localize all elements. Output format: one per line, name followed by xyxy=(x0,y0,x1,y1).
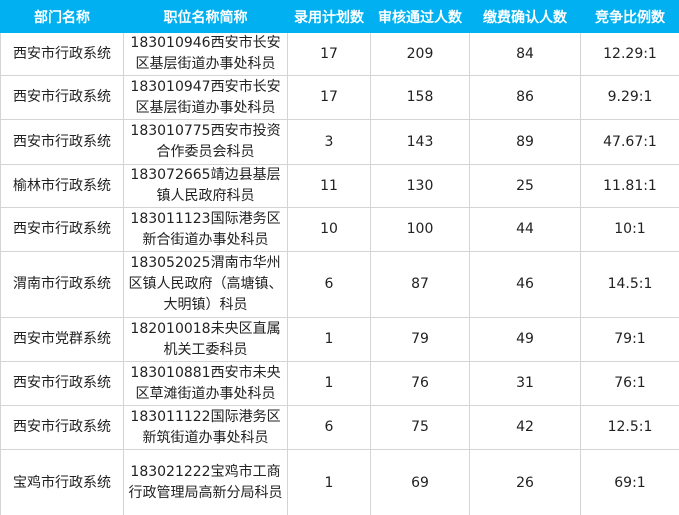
table-row: 西安市行政系统 183010946西安市长安区基层街道办事处科员 17 209 84 12… xyxy=(0,32,679,76)
cell-position: 183072665靖边县基层镇人民政府科员 xyxy=(123,164,288,208)
table-header-row: 部门名称 职位名称简称 录用计划数 审核通过人数 缴费确认人数 竞争比例数 xyxy=(0,0,679,33)
header-planned-hires: 录用计划数 xyxy=(287,0,371,33)
cell-approved-count: 158 xyxy=(370,75,470,120)
table-row: 榆林市行政系统 183072665靖边县基层镇人民政府科员 11 130 25 11.81… xyxy=(0,164,679,208)
cell-position: 183010946西安市长安区基层街道办事处科员 xyxy=(123,32,288,76)
cell-competition-ratio: 79:1 xyxy=(580,317,679,362)
cell-paid-count: 86 xyxy=(469,75,581,120)
cell-planned-hires: 6 xyxy=(287,251,371,318)
cell-position: 183011122国际港务区新筑街道办事处科员 xyxy=(123,405,288,450)
cell-department: 渭南市行政系统 xyxy=(0,251,124,318)
cell-planned-hires: 6 xyxy=(287,405,371,450)
cell-position: 183010947西安市长安区基层街道办事处科员 xyxy=(123,75,288,120)
cell-paid-count: 89 xyxy=(469,119,581,165)
header-competition-ratio: 竞争比例数 xyxy=(580,0,679,33)
cell-planned-hires: 17 xyxy=(287,75,371,120)
cell-department: 西安市行政系统 xyxy=(0,75,124,120)
cell-planned-hires: 3 xyxy=(287,119,371,165)
cell-approved-count: 75 xyxy=(370,405,470,450)
cell-competition-ratio: 76:1 xyxy=(580,361,679,406)
cell-department: 西安市行政系统 xyxy=(0,32,124,76)
cell-approved-count: 87 xyxy=(370,251,470,318)
cell-department: 西安市党群系统 xyxy=(0,317,124,362)
table-row: 西安市行政系统 183011122国际港务区新筑街道办事处科员 6 75 42 12.5:… xyxy=(0,405,679,450)
cell-competition-ratio: 47.67:1 xyxy=(580,119,679,165)
table-row: 西安市党群系统 182010018未央区直属机关工委科员 1 79 49 79:1 xyxy=(0,317,679,362)
cell-position: 183010775西安市投资合作委员会科员 xyxy=(123,119,288,165)
header-department: 部门名称 xyxy=(0,0,124,33)
cell-paid-count: 42 xyxy=(469,405,581,450)
cell-planned-hires: 17 xyxy=(287,32,371,76)
cell-department: 西安市行政系统 xyxy=(0,361,124,406)
cell-competition-ratio: 10:1 xyxy=(580,207,679,252)
cell-position: 183011123国际港务区新合街道办事处科员 xyxy=(123,207,288,252)
table-row: 西安市行政系统 183010775西安市投资合作委员会科员 3 143 89 47.67:… xyxy=(0,119,679,165)
cell-planned-hires: 1 xyxy=(287,317,371,362)
cell-competition-ratio: 11.81:1 xyxy=(580,164,679,208)
cell-approved-count: 143 xyxy=(370,119,470,165)
cell-department: 榆林市行政系统 xyxy=(0,164,124,208)
cell-position: 182010018未央区直属机关工委科员 xyxy=(123,317,288,362)
cell-approved-count: 69 xyxy=(370,449,470,515)
cell-planned-hires: 1 xyxy=(287,361,371,406)
cell-paid-count: 44 xyxy=(469,207,581,252)
cell-paid-count: 26 xyxy=(469,449,581,515)
cell-paid-count: 84 xyxy=(469,32,581,76)
cell-department: 西安市行政系统 xyxy=(0,207,124,252)
cell-position: 183021222宝鸡市工商行政管理局高新分局科员 xyxy=(123,449,288,515)
cell-planned-hires: 1 xyxy=(287,449,371,515)
cell-department: 宝鸡市行政系统 xyxy=(0,449,124,515)
table-row: 西安市行政系统 183010947西安市长安区基层街道办事处科员 17 158 86 9.… xyxy=(0,75,679,120)
cell-competition-ratio: 12.5:1 xyxy=(580,405,679,450)
table-row: 渭南市行政系统 183052025渭南市华州区镇人民政府（高塘镇、大明镇）科员 6 8… xyxy=(0,251,679,318)
cell-approved-count: 130 xyxy=(370,164,470,208)
cell-paid-count: 46 xyxy=(469,251,581,318)
cell-approved-count: 209 xyxy=(370,32,470,76)
header-paid-count: 缴费确认人数 xyxy=(469,0,581,33)
cell-competition-ratio: 14.5:1 xyxy=(580,251,679,318)
cell-paid-count: 49 xyxy=(469,317,581,362)
cell-position: 183052025渭南市华州区镇人民政府（高塘镇、大明镇）科员 xyxy=(123,251,288,318)
cell-approved-count: 100 xyxy=(370,207,470,252)
cell-paid-count: 31 xyxy=(469,361,581,406)
cell-approved-count: 79 xyxy=(370,317,470,362)
cell-department: 西安市行政系统 xyxy=(0,405,124,450)
cell-position: 183010881西安市未央区草滩街道办事处科员 xyxy=(123,361,288,406)
table-row: 西安市行政系统 183010881西安市未央区草滩街道办事处科员 1 76 31 76:1 xyxy=(0,361,679,406)
header-approved-count: 审核通过人数 xyxy=(370,0,470,33)
cell-competition-ratio: 12.29:1 xyxy=(580,32,679,76)
cell-competition-ratio: 69:1 xyxy=(580,449,679,515)
cell-planned-hires: 10 xyxy=(287,207,371,252)
cell-paid-count: 25 xyxy=(469,164,581,208)
cell-approved-count: 76 xyxy=(370,361,470,406)
cell-competition-ratio: 9.29:1 xyxy=(580,75,679,120)
header-position: 职位名称简称 xyxy=(123,0,288,33)
table-row: 西安市行政系统 183011123国际港务区新合街道办事处科员 10 100 44 10:… xyxy=(0,207,679,252)
cell-planned-hires: 11 xyxy=(287,164,371,208)
cell-department: 西安市行政系统 xyxy=(0,119,124,165)
table-row: 宝鸡市行政系统 183021222宝鸡市工商行政管理局高新分局科员 1 69 26 69:… xyxy=(0,449,679,515)
